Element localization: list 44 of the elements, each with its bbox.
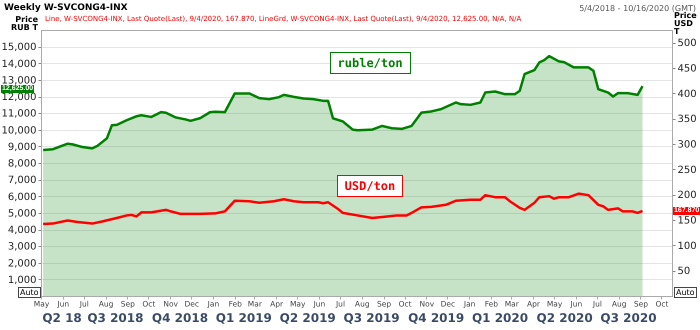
y-tick-label: 4,000 bbox=[8, 225, 36, 236]
x2-tick-label: Q2 18 bbox=[42, 311, 82, 325]
y-tick-label: 11,000 bbox=[2, 108, 36, 120]
x2-tick-label: Q2 2019 bbox=[280, 311, 336, 325]
y2-tick-label: 100 bbox=[678, 240, 697, 252]
x2-tick-label: Q3 2020 bbox=[600, 311, 657, 325]
line-series bbox=[42, 192, 644, 226]
y2-tick-label: 250 bbox=[678, 164, 697, 176]
x2-tick-label: Q1 2020 bbox=[472, 311, 528, 325]
y-tick-label: 5,000 bbox=[8, 208, 36, 220]
text: Auto bbox=[18, 287, 41, 298]
y-tick-label: 3,000 bbox=[8, 242, 36, 253]
y-tick-label: 14,000 bbox=[2, 58, 36, 70]
chart-subtitle: 5/4/2018 - 10/16/2020 (GMT) bbox=[579, 4, 696, 13]
y-tick-label: 10,000 bbox=[2, 125, 36, 136]
text: Auto bbox=[674, 287, 697, 298]
text: ruble/ton bbox=[330, 52, 411, 74]
y2-tick-label: 300 bbox=[678, 140, 697, 150]
x2-tick-label: Q4 2019 bbox=[408, 311, 464, 325]
series-label: USD/ton bbox=[336, 175, 404, 198]
y-tick-label: 15,000 bbox=[2, 42, 36, 54]
x2-tick-label: Q2 2020 bbox=[536, 311, 593, 325]
y-axis-title: Price RUB T bbox=[10, 15, 38, 32]
y-tick-label: 2,000 bbox=[8, 258, 36, 270]
y-tick-label: 12,000 bbox=[2, 92, 36, 103]
x2-tick-label: Q3 2018 bbox=[87, 311, 144, 325]
y-tick-label: 13,000 bbox=[2, 75, 36, 86]
y2-tick-label: 50 bbox=[678, 266, 690, 278]
y-tick-label: 8,000 bbox=[8, 158, 36, 170]
y-tick-label: 1,000 bbox=[8, 274, 36, 286]
y2-tick-label: 350 bbox=[678, 114, 697, 126]
y2-tick-label: 400 bbox=[678, 88, 697, 100]
y-tick-label: 6,000 bbox=[8, 192, 36, 203]
y2-tick-label: 200 bbox=[678, 190, 697, 202]
chart-title: Weekly W-SVCONG4-INX bbox=[4, 3, 128, 13]
x2-tick-label: Q1 2019 bbox=[216, 311, 272, 325]
x2-tick-label: Q3 2019 bbox=[344, 311, 400, 325]
y2-tick-label: 500 bbox=[678, 38, 697, 50]
y-tick-label: 9,000 bbox=[8, 142, 36, 153]
y2-tick-label: 150 bbox=[678, 216, 697, 226]
y-tick-label: 7,000 bbox=[8, 175, 36, 186]
y2-tick-label: 450 bbox=[678, 64, 697, 74]
x2-tick-label: Q4 2018 bbox=[152, 311, 208, 325]
y2-axis-title: Price USD T bbox=[674, 11, 698, 36]
